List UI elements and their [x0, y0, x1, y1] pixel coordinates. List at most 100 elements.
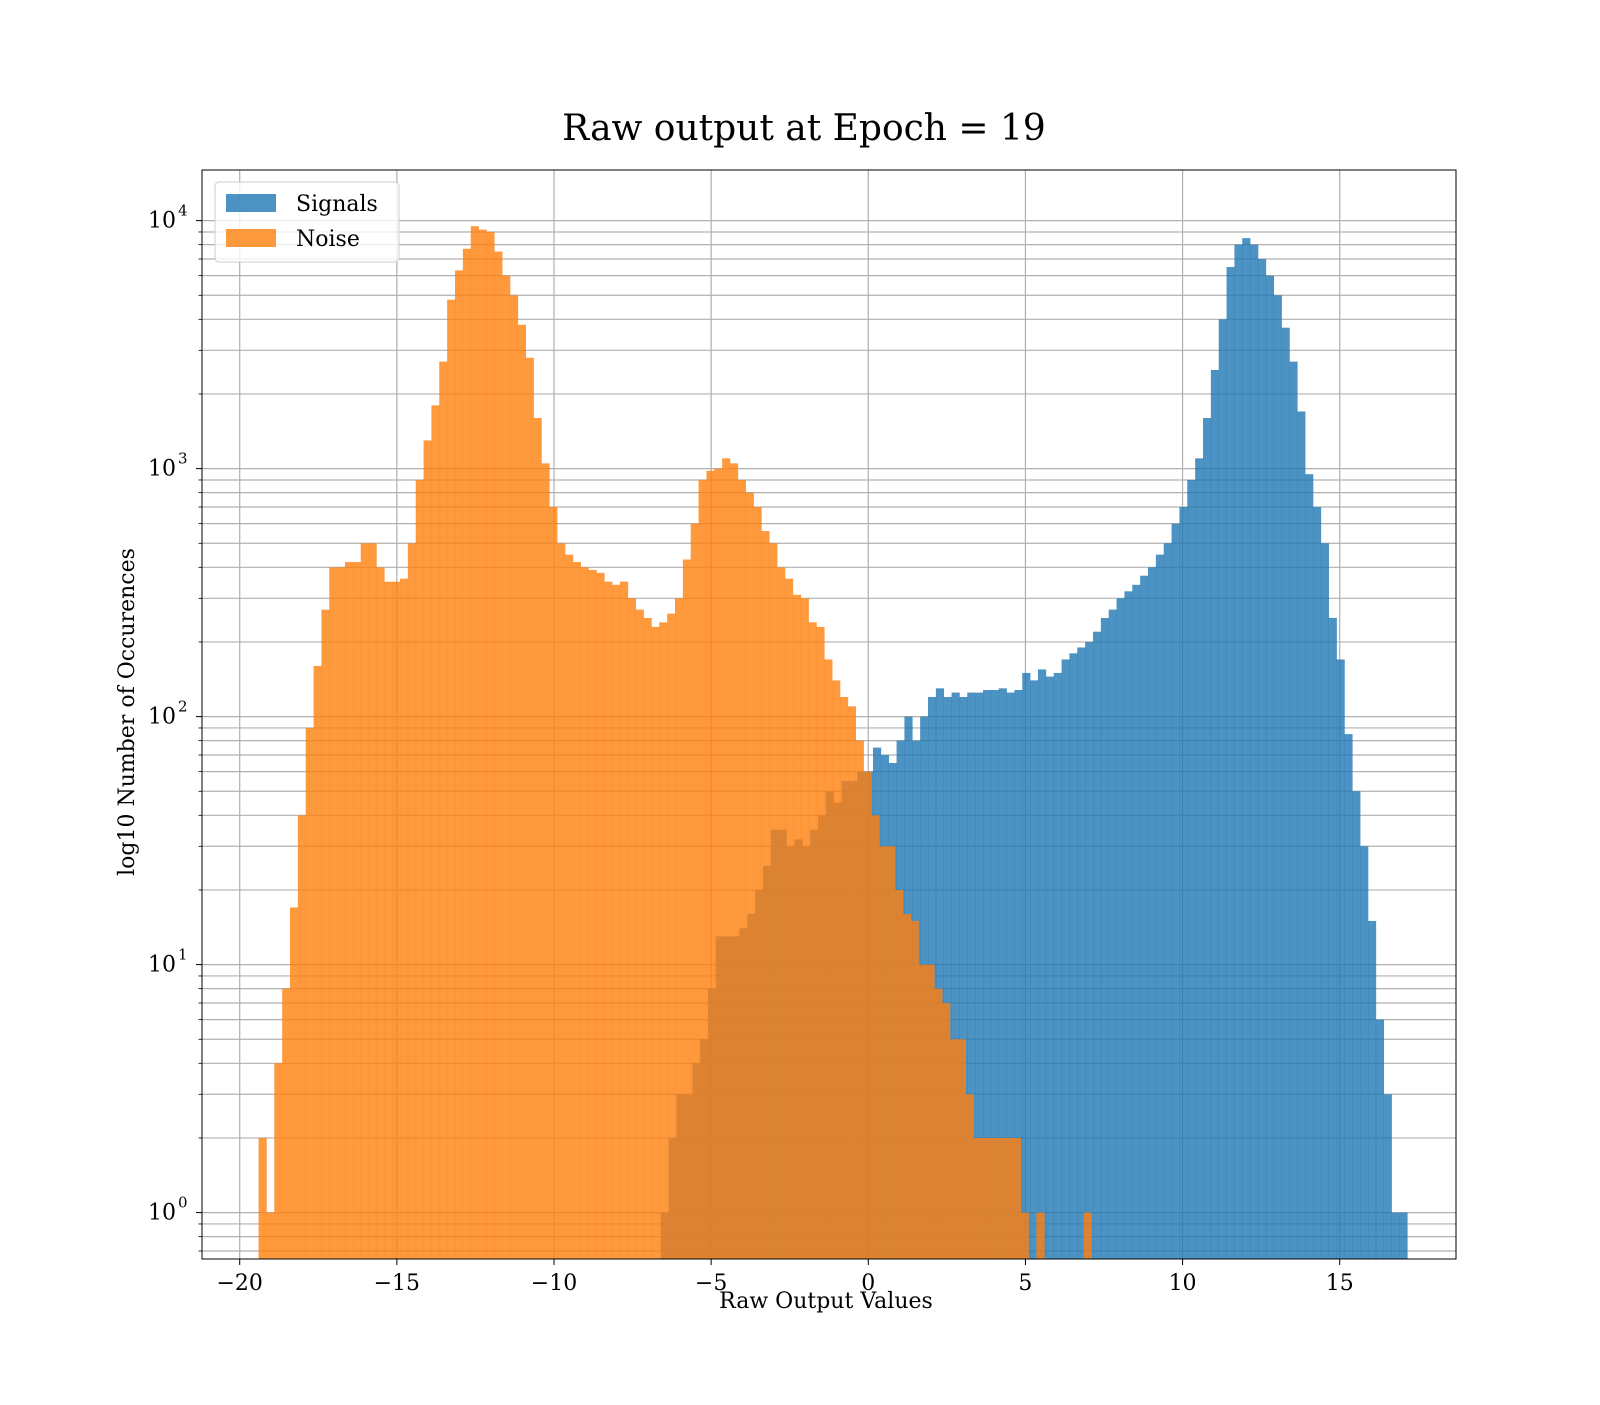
histogram-bar-noise: [792, 594, 802, 1259]
histogram-bar-signals: [943, 696, 952, 1259]
legend-label-noise: Noise: [296, 227, 360, 252]
histogram-bar-signals: [1352, 791, 1361, 1259]
histogram-bar-noise: [635, 609, 644, 1259]
y-axis-label: log10 Number of Occurences: [115, 548, 140, 876]
histogram-bar-signals: [1030, 680, 1039, 1259]
histogram-bar-signals: [1328, 617, 1337, 1259]
chart-title: Raw output at Epoch = 19: [562, 108, 1046, 149]
x-tick-label: −15: [374, 1271, 420, 1296]
histogram-bar-signals: [1297, 411, 1306, 1259]
histogram-bar-noise: [478, 229, 487, 1259]
histogram-bar-noise: [384, 581, 393, 1259]
histogram-bar-noise: [486, 231, 495, 1260]
histogram-bar-noise: [525, 357, 534, 1259]
histogram-bar-noise: [706, 470, 715, 1260]
histogram-bar-noise: [455, 270, 464, 1259]
histogram-bar-noise: [612, 584, 621, 1259]
histogram-bar-signals: [1006, 692, 1015, 1259]
histogram-bar-noise: [965, 1094, 974, 1259]
histogram-bar-signals: [959, 696, 968, 1259]
x-axis-label: Raw Output Values: [719, 1289, 933, 1314]
y-tick-label: 10: [148, 953, 176, 978]
histogram-bar-signals: [1038, 669, 1047, 1259]
histogram-bar-noise: [1012, 1137, 1022, 1259]
histogram-bar-noise: [777, 567, 786, 1259]
histogram-bar-noise: [588, 570, 597, 1259]
histogram-bar-signals: [1218, 319, 1227, 1259]
legend-swatch-noise: [226, 229, 276, 247]
histogram-bar-noise: [934, 988, 943, 1259]
histogram-bar-signals: [1124, 591, 1133, 1259]
histogram-bar-signals: [983, 690, 992, 1259]
histogram-bar-signals: [1344, 734, 1353, 1259]
histogram-bar-noise: [549, 507, 558, 1259]
histogram-bar-signals: [1069, 653, 1078, 1259]
histogram-bar-noise: [824, 659, 833, 1259]
y-tick-label-exponent: 2: [178, 698, 188, 716]
histogram-bar-noise: [800, 598, 809, 1259]
y-tick-label-exponent: 0: [178, 1194, 188, 1212]
histogram-bar-signals: [1093, 631, 1102, 1259]
histogram-bar-signals: [1242, 238, 1251, 1260]
histogram-bar-signals: [1289, 361, 1298, 1260]
histogram-bar-signals: [1116, 598, 1125, 1259]
histogram-bar-signals: [1148, 567, 1157, 1259]
legend-swatch-signals: [226, 194, 276, 212]
x-tick-label: 15: [1326, 1271, 1354, 1296]
histogram-bar-signals: [1100, 617, 1110, 1259]
legend-label-signals: Signals: [296, 192, 378, 217]
histogram-bar-noise: [400, 578, 409, 1259]
y-tick-label-exponent: 3: [178, 450, 188, 468]
histogram-bar-signals: [1250, 244, 1259, 1259]
histogram-bar-signals: [1360, 846, 1369, 1259]
histogram-bar-noise: [1036, 1212, 1045, 1259]
histogram-bar-signals: [1305, 474, 1314, 1259]
histogram-bar-signals: [1195, 458, 1204, 1259]
histogram-bar-noise: [297, 815, 307, 1259]
histogram-bar-signals: [1179, 507, 1188, 1259]
histogram-bars: [258, 226, 1408, 1260]
histogram-bar-noise: [494, 251, 503, 1260]
histogram-bar-noise: [690, 523, 699, 1259]
histogram-bar-noise: [651, 626, 660, 1259]
histogram-bar-noise: [918, 964, 927, 1259]
histogram-bar-signals: [1368, 920, 1377, 1259]
histogram-bar-noise: [887, 846, 896, 1259]
histogram-bar-noise: [785, 578, 794, 1259]
histogram-bar-signals: [1226, 267, 1235, 1259]
histogram-bar-noise: [572, 562, 582, 1259]
legend: Signals Noise: [214, 181, 400, 263]
histogram-bar-noise: [1083, 1212, 1092, 1259]
histogram-bar-noise: [517, 324, 527, 1259]
histogram-bar-noise: [989, 1137, 998, 1259]
histogram-bar-noise: [682, 559, 692, 1259]
histogram-bar-noise: [997, 1137, 1006, 1259]
histogram-bar-noise: [557, 543, 566, 1259]
histogram-bar-noise: [863, 771, 872, 1259]
histogram-bar-signals: [1210, 369, 1220, 1260]
histogram-bar-noise: [902, 913, 912, 1259]
histogram-bar-noise: [502, 275, 511, 1259]
histogram-bar-noise: [730, 463, 739, 1259]
x-tick-label: 5: [1018, 1271, 1032, 1296]
histogram-bar-noise: [274, 1063, 283, 1259]
histogram-bar-noise: [290, 907, 299, 1259]
histogram-bar-noise: [627, 598, 637, 1259]
histogram-bar-noise: [895, 889, 904, 1259]
histogram-bar-noise: [942, 1003, 951, 1259]
histogram-bar-signals: [1053, 672, 1062, 1259]
histogram-bar-noise: [722, 458, 731, 1259]
histogram-bar-noise: [1020, 1212, 1029, 1259]
x-tick-label: −10: [531, 1271, 577, 1296]
x-tick-label: −20: [216, 1271, 262, 1296]
histogram-bar-signals: [1108, 609, 1117, 1259]
histogram-bar-signals: [1336, 659, 1345, 1259]
y-tick-label: 10: [148, 209, 176, 234]
histogram-bar-noise: [360, 543, 369, 1259]
histogram-bar-noise: [541, 463, 550, 1259]
histogram-bar-noise: [832, 680, 841, 1259]
histogram-bar-signals: [990, 690, 1000, 1259]
histogram-bar-noise: [745, 492, 754, 1259]
histogram-bar-noise: [596, 572, 605, 1259]
histogram-bar-signals: [1187, 479, 1196, 1260]
